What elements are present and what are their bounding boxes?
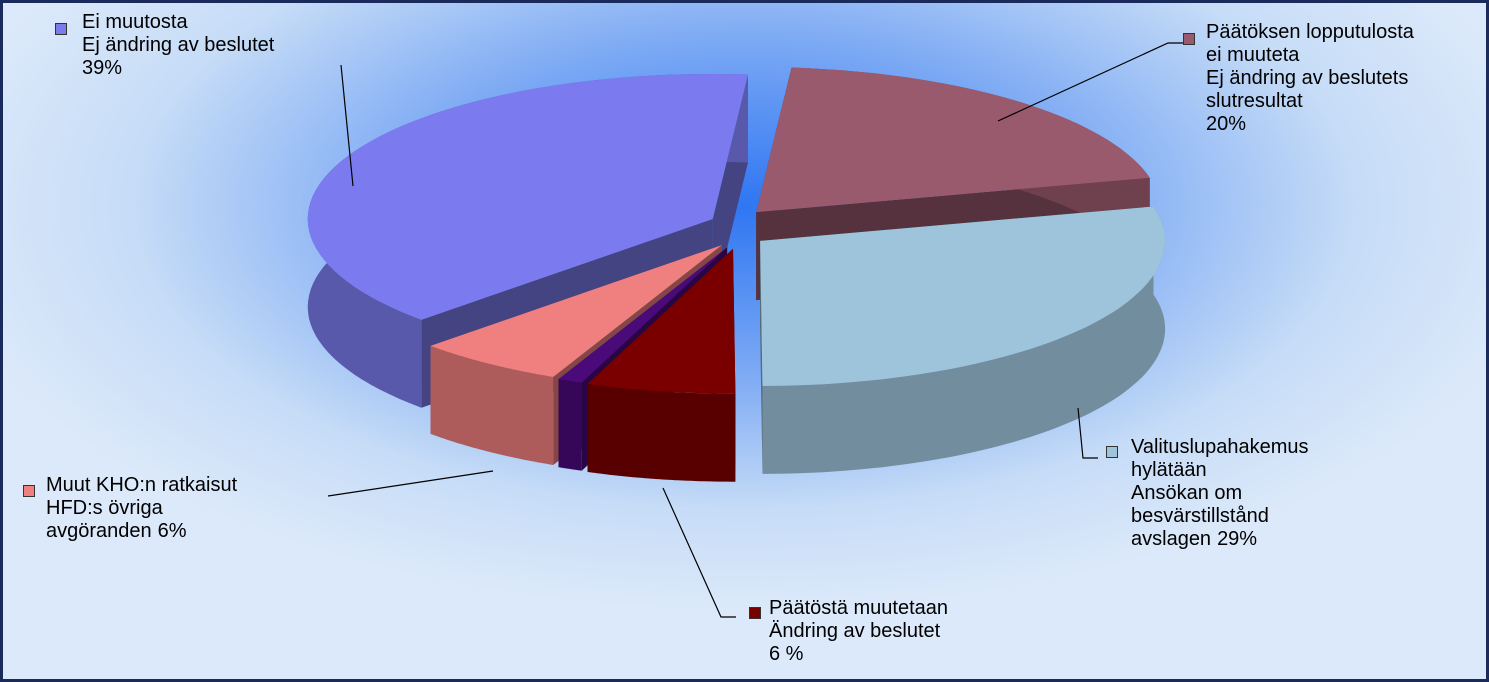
label-text: Ei muutosta — [82, 11, 188, 33]
label-text: avgöranden — [46, 520, 152, 542]
slice — [760, 206, 1166, 386]
label-line: avslagen 29% — [1131, 528, 1309, 551]
label-line: HFD:s övriga — [46, 497, 237, 520]
label-line: Ej ändring av beslutet — [82, 34, 274, 57]
label-text: Päätöstä muutetaan — [769, 597, 949, 619]
slice — [430, 245, 722, 377]
value-label: 20% — [1206, 113, 1247, 135]
pie-area — [307, 42, 1183, 618]
label-line: slutresultat — [1206, 90, 1414, 113]
label-text: Ansökan om — [1131, 482, 1243, 504]
value-label: 29% — [1217, 528, 1258, 550]
slice-side — [587, 384, 736, 482]
label-line: Ansökan om — [1131, 482, 1309, 505]
label-line: Muut KHO:n ratkaisut — [46, 474, 237, 497]
label-line: besvärstillstånd — [1131, 505, 1309, 528]
label-line: Valituslupahakemus — [1131, 436, 1309, 459]
legend-marker — [1183, 33, 1195, 45]
slice-label: Muut KHO:n ratkaisut HFD:s övriga avgörand… — [46, 474, 237, 543]
value-label: 6 % — [769, 643, 804, 665]
legend-marker — [23, 485, 35, 497]
leader-line — [1077, 407, 1098, 459]
label-line: Ej ändring av beslutets — [1206, 67, 1414, 90]
label-text: slutresultat — [1206, 90, 1303, 112]
label-text: HFD:s övriga — [46, 497, 163, 519]
slice-label: Ei muutosta Ej ändring av beslutet 39% — [82, 11, 274, 80]
label-line: Ei muutosta — [82, 11, 274, 34]
slice-label: Valituslupahakemus hylätään Ansökan om besv… — [1131, 436, 1309, 551]
label-line: avgöranden 6% — [46, 520, 237, 543]
leader-lines — [327, 42, 1183, 618]
label-text: Ändring av beslutet — [769, 620, 941, 642]
slice — [558, 247, 728, 383]
slice-side — [430, 345, 554, 465]
leader-line — [997, 42, 1183, 122]
slice — [307, 74, 748, 320]
slice-side — [762, 206, 1166, 474]
slice-side — [558, 379, 582, 471]
label-text: hylätään — [1131, 459, 1207, 481]
label-text: ei muuteta — [1206, 44, 1300, 66]
leader-line — [662, 487, 736, 618]
label-line: hylätään — [1131, 459, 1309, 482]
label-text: Ej ändring av beslutets — [1206, 67, 1409, 89]
leader-line — [340, 64, 354, 187]
legend-marker — [1106, 446, 1118, 458]
slice — [587, 248, 736, 394]
label-line: Päätöstä muutetaan — [769, 597, 948, 620]
legend-marker — [749, 607, 761, 619]
label-text: besvärstillstånd — [1131, 505, 1269, 527]
value-label: 6% — [157, 520, 187, 542]
slice-side — [760, 240, 763, 474]
leader-line — [327, 470, 494, 497]
value-label: 39% — [82, 57, 123, 79]
label-text: Päätöksen lopputulosta — [1206, 21, 1414, 43]
legend-marker — [55, 23, 67, 35]
pie — [307, 67, 1166, 482]
label-line: Ändring av beslutet — [769, 620, 948, 643]
slice-label: Päätöstä muutetaan Ändring av beslutet 6 % — [769, 597, 948, 666]
label-line: ei muuteta — [1206, 44, 1414, 67]
label-text: Valituslupahakemus — [1131, 436, 1309, 458]
label-text: Ej ändring av beslutet — [82, 34, 275, 56]
label-text: Muut KHO:n ratkaisut — [46, 474, 238, 496]
label-line: Päätöksen lopputulosta — [1206, 21, 1414, 44]
label-text: avslagen — [1131, 528, 1212, 550]
slice-label: Päätöksen lopputulosta ei muuteta Ej ändri… — [1206, 21, 1414, 136]
slice — [756, 67, 1150, 213]
